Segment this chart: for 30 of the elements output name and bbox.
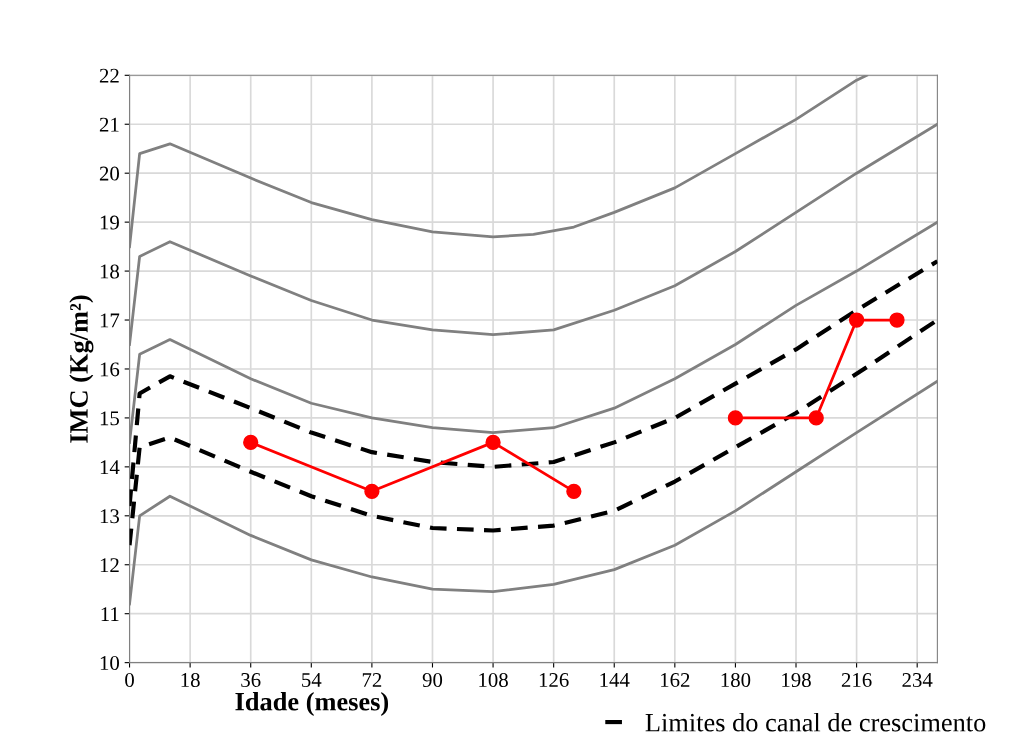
y-tick-label: 20 [99, 166, 120, 181]
x-tick-label: 162 [661, 673, 690, 688]
y-tick-label: 21 [99, 117, 119, 132]
x-tick-label: 0 [125, 672, 134, 688]
legend-label: Limites do canal de crescimento [645, 712, 986, 732]
x-tick-label: 180 [721, 672, 751, 688]
x-tick-label: 90 [422, 672, 443, 688]
y-tick-label: 12 [100, 558, 119, 572]
y-tick-label: 14 [100, 460, 120, 475]
y-tick-label: 13 [100, 509, 119, 524]
x-tick-label: 18 [181, 672, 200, 688]
x-tick-label: 144 [600, 673, 630, 687]
y-tick-label: 16 [100, 362, 120, 377]
y-tick-label: 17 [100, 313, 120, 328]
x-tick-label: 54 [302, 673, 322, 688]
y-tick-label: 10 [100, 656, 120, 671]
y-tick-label: 19 [100, 215, 119, 230]
x-tick-label: 216 [841, 673, 872, 688]
y-axis-title: IMC (Kg/m²) [69, 295, 94, 443]
x-tick-label: 108 [479, 672, 508, 688]
x-tick-label: 36 [241, 673, 261, 688]
x-tick-label: 198 [782, 672, 811, 688]
y-tick-label: 15 [100, 411, 119, 426]
x-tick-label: 72 [362, 673, 382, 687]
y-tick-label: 18 [100, 264, 120, 279]
y-tick-label: 22 [99, 68, 119, 83]
x-axis-title: Idade (meses) [235, 692, 389, 716]
x-tick-label: 234 [902, 673, 933, 688]
y-tick-label: 11 [101, 607, 119, 621]
x-tick-label: 126 [539, 673, 569, 688]
